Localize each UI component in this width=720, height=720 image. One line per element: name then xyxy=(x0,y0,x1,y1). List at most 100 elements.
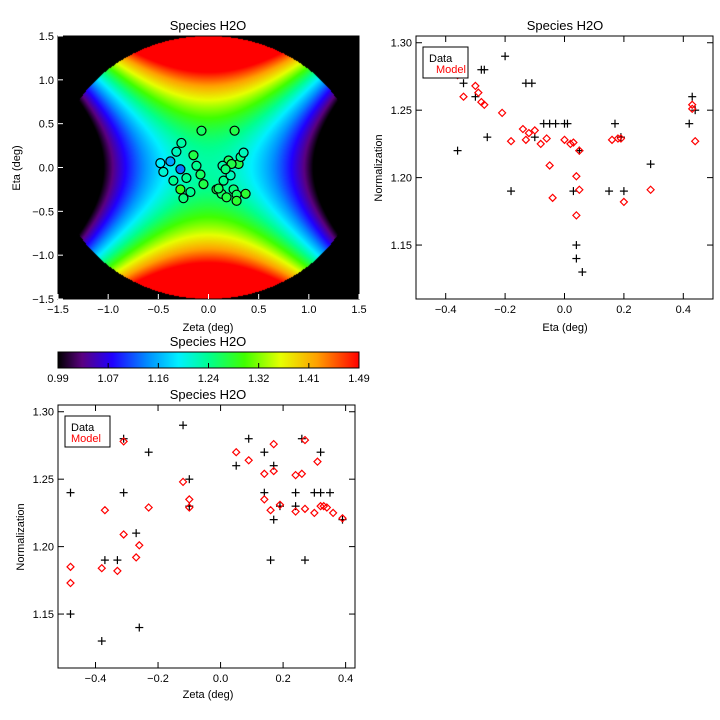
eta-scatter-panel: Species H2O −0.4 −0.2 0.0 0.2 0.4 1.151.201.… xyxy=(373,18,714,334)
model-point xyxy=(178,477,188,487)
model-point xyxy=(575,146,584,155)
x-tick-label: −0.2 xyxy=(494,304,516,316)
colorbar-tick-label: 1.16 xyxy=(148,373,169,385)
model-point xyxy=(119,530,129,539)
model-point xyxy=(530,126,540,135)
zeta-scatter-legend: Data Model xyxy=(64,415,111,448)
x-tick-label: 0.2 xyxy=(616,304,631,316)
model-point xyxy=(310,508,319,518)
heatmap-x-tick-label: −1.5 xyxy=(47,304,69,316)
x-tick-label: 0.4 xyxy=(676,304,691,316)
heatmap-x-ticks: −1.5 −1.0 −0.5 0.0 0.5 1.0 1.5 xyxy=(47,294,367,316)
model-point xyxy=(184,495,194,504)
model-point xyxy=(572,211,581,220)
colorbar-ticks: 0.99 1.07 1.16 1.24 1.32 1.41 1.49 xyxy=(47,363,370,385)
model-point xyxy=(575,185,584,195)
model-point xyxy=(269,466,279,476)
model-point xyxy=(319,501,329,511)
model-point xyxy=(300,504,310,514)
data-point xyxy=(610,119,619,128)
zeta-scatter-y-ticks: 1.15 1.20 1.25 1.30 xyxy=(33,407,355,621)
zeta-legend-data: Data xyxy=(71,422,95,434)
model-point xyxy=(275,500,285,510)
model-point xyxy=(613,134,623,143)
heatmap-point xyxy=(155,158,166,169)
data-point xyxy=(300,556,309,565)
heatmap-point xyxy=(196,125,207,136)
model-point xyxy=(313,457,322,466)
data-point xyxy=(66,488,75,497)
data-point xyxy=(135,623,144,632)
heatmap-y-tick-label: −1.0 xyxy=(32,250,54,262)
heatmap-y-tick-label: −0.5 xyxy=(32,206,54,218)
data-point xyxy=(471,92,480,101)
heatmap-point xyxy=(171,146,182,157)
model-point xyxy=(619,197,629,207)
model-point xyxy=(521,135,531,145)
model-point xyxy=(607,135,617,145)
data-point xyxy=(325,488,334,497)
zeta-legend-model: Model xyxy=(71,433,101,445)
heatmap-x-tick-label: −1.0 xyxy=(97,304,119,316)
model-point xyxy=(328,508,338,518)
colorbar-tick-label: 1.49 xyxy=(348,373,369,385)
heatmap-point xyxy=(181,172,192,184)
heatmap-points xyxy=(155,125,251,206)
heatmap-point xyxy=(158,166,169,177)
model-point xyxy=(497,108,507,118)
model-point xyxy=(646,185,655,195)
model-point xyxy=(322,503,332,512)
heatmap-point xyxy=(188,150,199,161)
model-point xyxy=(560,135,569,145)
heatmap-point xyxy=(220,164,231,175)
data-point xyxy=(483,133,492,142)
model-point xyxy=(542,134,552,143)
zeta-scatter-x-ticks: −0.4 −0.2 0.0 0.2 0.4 xyxy=(85,405,353,685)
eta-scatter-y-ticks: 1.15 1.20 1.25 1.30 xyxy=(391,38,713,252)
model-point xyxy=(119,437,129,446)
heatmap-y-ticks: −1.5 −1.0 −0.5 0.0 0.5 1.0 1.5 xyxy=(32,31,63,306)
x-tick-label: 0.4 xyxy=(338,673,353,685)
data-point xyxy=(266,556,275,565)
heatmap-point xyxy=(229,125,240,136)
model-point xyxy=(184,503,194,512)
model-point xyxy=(471,81,480,91)
model-point xyxy=(131,553,141,562)
model-point xyxy=(291,507,300,516)
model-point xyxy=(113,566,122,576)
x-tick-label: 0.0 xyxy=(557,304,572,316)
heatmap-x-tick-label: 0.5 xyxy=(251,304,266,316)
model-point xyxy=(506,136,516,146)
heatmap-point xyxy=(231,195,242,206)
eta-legend-model: Model xyxy=(436,64,466,76)
data-point xyxy=(97,637,106,646)
heatmap-point xyxy=(176,137,187,149)
data-point xyxy=(144,448,153,457)
data-point xyxy=(66,610,75,619)
data-point xyxy=(232,461,241,470)
heatmap-y-label: Eta (deg) xyxy=(11,145,23,190)
data-point xyxy=(507,187,516,196)
zeta-scatter-marks xyxy=(66,421,347,646)
colorbar-tick-label: 1.24 xyxy=(198,373,219,385)
y-tick-label: 1.30 xyxy=(391,38,412,50)
heatmap-x-tick-label: −0.5 xyxy=(147,304,169,316)
y-tick-label: 1.30 xyxy=(33,407,54,419)
heatmap-point xyxy=(195,169,206,180)
data-point xyxy=(569,187,578,196)
zeta-scatter-title: Species H2O xyxy=(170,387,247,402)
heatmap-image xyxy=(58,36,359,299)
heatmap-x-tick-label: 1.0 xyxy=(301,304,316,316)
y-tick-label: 1.25 xyxy=(391,105,412,117)
heatmap-point xyxy=(191,160,202,171)
y-tick-label: 1.15 xyxy=(33,609,54,621)
model-point xyxy=(100,505,110,515)
data-point xyxy=(572,254,581,263)
model-point xyxy=(518,124,528,134)
eta-scatter-x-ticks: −0.4 −0.2 0.0 0.2 0.4 xyxy=(435,36,691,316)
model-point xyxy=(616,134,626,143)
heatmap-point xyxy=(185,186,196,198)
zeta-scatter-panel: Species H2O −0.4 −0.2 0.0 0.2 0.4 1.151.201.… xyxy=(15,387,356,701)
data-point xyxy=(480,65,489,74)
